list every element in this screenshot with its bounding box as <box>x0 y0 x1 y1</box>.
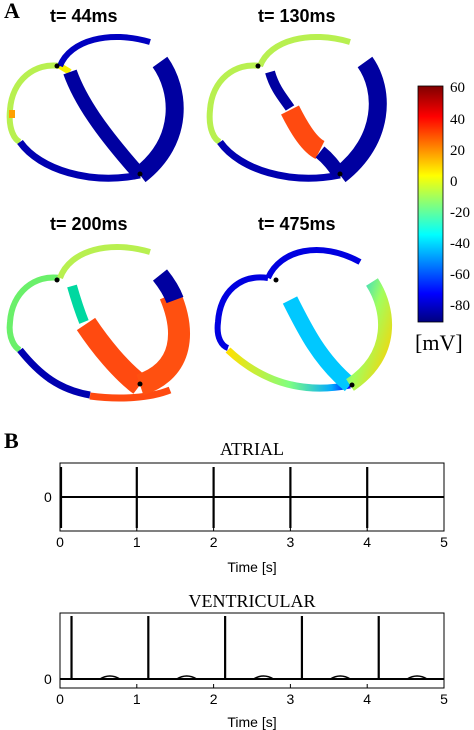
panel-b-label: B <box>4 428 19 453</box>
colorbar <box>417 85 444 323</box>
x-tick-label: 1 <box>133 691 141 707</box>
atrial-xlabel: Time [s] <box>227 559 276 575</box>
t-wave-mark <box>329 675 351 680</box>
colorbar-tick: 0 <box>450 174 458 190</box>
colorbar-tick: 40 <box>450 112 465 128</box>
colorbar-tick: -40 <box>450 236 470 252</box>
heart-snapshot-475ms <box>214 247 393 392</box>
ventricular-y-tick: 0 <box>44 671 52 687</box>
x-tick-label: 0 <box>56 534 64 550</box>
heart-snapshot-44ms <box>6 33 184 183</box>
snapshot-time-label: t= 475ms <box>258 214 336 234</box>
panel-a-label: A <box>4 0 20 23</box>
atrial-trace <box>59 467 444 528</box>
x-tick-label: 5 <box>440 691 448 707</box>
atrial-x-ticks: 0 1 2 3 4 5 <box>56 527 448 550</box>
colorbar-tick: 20 <box>450 143 465 159</box>
ventricular-title: VENTRICULAR <box>189 591 316 611</box>
x-tick-label: 2 <box>210 534 218 550</box>
x-tick-label: 1 <box>133 534 141 550</box>
colorbar-tick: 60 <box>450 80 465 96</box>
t-wave-mark <box>253 675 274 680</box>
colorbar-tick: -20 <box>450 205 470 221</box>
x-tick-label: 4 <box>363 534 371 550</box>
colorbar-tick: -60 <box>450 267 470 283</box>
colorbar-ticks: 60 40 20 0 -20 -40 -60 -80 <box>450 80 470 314</box>
heart-snapshot-200ms <box>6 244 190 402</box>
atrial-title: ATRIAL <box>220 439 284 459</box>
t-wave-mark <box>406 675 428 680</box>
ventricular-x-ticks: 0 1 2 3 4 5 <box>56 684 448 707</box>
x-tick-label: 0 <box>56 691 64 707</box>
t-wave-mark <box>176 675 198 680</box>
atrial-y-tick: 0 <box>44 489 52 505</box>
colorbar-tick: -80 <box>450 298 470 314</box>
t-wave-mark <box>99 675 121 680</box>
ventricular-trace <box>60 616 444 680</box>
snapshot-time-label: t= 44ms <box>50 6 118 26</box>
x-tick-label: 3 <box>287 691 295 707</box>
x-tick-label: 3 <box>287 534 295 550</box>
snapshot-time-label: t= 130ms <box>258 6 336 26</box>
heart-snapshot-130ms <box>206 33 387 183</box>
x-tick-label: 2 <box>210 691 218 707</box>
x-tick-label: 5 <box>440 534 448 550</box>
ventricular-xlabel: Time [s] <box>227 714 276 730</box>
snapshot-time-label: t= 200ms <box>50 214 128 234</box>
x-tick-label: 4 <box>363 691 371 707</box>
colorbar-unit: [mV] <box>415 330 463 355</box>
ventricular-axes <box>59 612 445 689</box>
